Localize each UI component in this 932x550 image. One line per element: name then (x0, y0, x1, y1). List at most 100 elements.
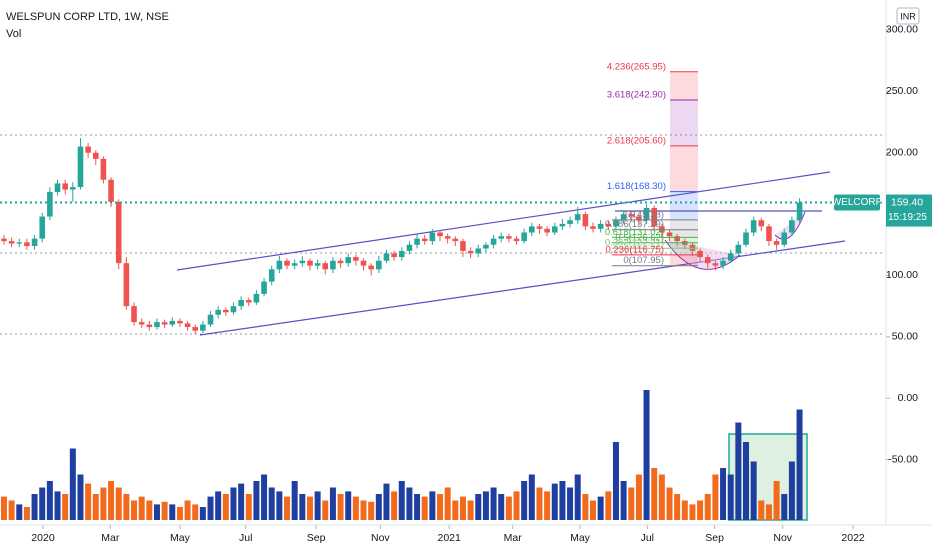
candle-body (590, 226, 596, 229)
volume-bar (360, 500, 367, 520)
candle-body (643, 207, 650, 221)
volume-bar (406, 487, 413, 520)
fib-zone (670, 229, 698, 238)
volume-bar (153, 504, 160, 520)
candle-body (536, 226, 543, 229)
volume-bar (398, 481, 405, 520)
y-tick-label: -50.00 (888, 453, 918, 465)
candle-body (498, 236, 505, 239)
volume-bar (69, 448, 76, 520)
candle-body (582, 214, 589, 227)
y-tick-label: 100.00 (886, 269, 918, 281)
volume-bar (551, 483, 558, 520)
candle-body (345, 257, 352, 264)
candle-body (77, 146, 84, 188)
candle-body (483, 244, 489, 249)
fib-label: 0.382(122.21) (605, 238, 664, 249)
volume-bar (352, 496, 359, 520)
volume-bar (176, 507, 183, 520)
volume-bar (299, 494, 306, 520)
fib-label: 2.618(205.60) (607, 135, 666, 146)
candle-body (1, 238, 7, 242)
currency-box[interactable] (896, 7, 920, 25)
volume-bar (452, 500, 459, 520)
candle-body (666, 232, 673, 237)
volume-bar (612, 442, 619, 520)
volume-bar (46, 481, 53, 520)
x-tick-label: Nov (773, 532, 792, 544)
volume-bar (375, 494, 382, 520)
y-tick-label: 0.00 (898, 392, 919, 404)
volume-bar (337, 494, 344, 520)
candle-body (70, 187, 76, 190)
fib-zone (670, 191, 698, 220)
volume-bar (781, 494, 788, 520)
candle-body (261, 281, 267, 294)
candle-body (184, 323, 191, 328)
volume-bar (521, 481, 528, 520)
candle-body (146, 324, 153, 328)
fib-label: 0.618(131.02) (605, 227, 664, 238)
volume-bar (146, 500, 153, 520)
volume-bar (169, 504, 176, 520)
candle-body (108, 179, 114, 202)
candle-body (613, 220, 619, 227)
x-tick-label: Mar (101, 532, 120, 544)
volume-bar (276, 491, 283, 520)
volume-bar (284, 496, 291, 520)
candle-body (475, 248, 482, 254)
volume-bar (222, 494, 229, 520)
volume-bar (100, 487, 107, 520)
candle-body (291, 263, 298, 266)
candle-body (138, 322, 145, 325)
fib-zone (670, 219, 698, 230)
volume-bar (605, 491, 612, 520)
candle-body (383, 253, 390, 261)
candle-body (192, 327, 199, 331)
volume-bar (750, 461, 757, 520)
candle-body (360, 260, 367, 266)
candle-body (796, 202, 803, 221)
fib-label: 1.618(168.30) (607, 181, 666, 192)
candle-body (24, 242, 30, 247)
volume-bar (689, 504, 696, 520)
currency[interactable]: INR (900, 11, 916, 21)
fib-label: 0.786(137.29) (605, 219, 664, 230)
y-tick-label: 50.00 (892, 331, 918, 343)
volume-bar (773, 481, 780, 520)
volume-bar (31, 494, 38, 520)
candle-body (529, 226, 535, 233)
y-tick-label: 250.00 (886, 85, 918, 97)
candle-body (567, 220, 573, 224)
candle-body (268, 269, 275, 282)
candle-body (337, 260, 344, 264)
volume-bar (681, 500, 688, 520)
fib-label: 0(107.95) (623, 255, 664, 266)
volume-bar (62, 494, 69, 520)
candle-body (376, 260, 382, 270)
candle-body (452, 238, 459, 242)
volume-bar (54, 491, 61, 520)
candle-body (123, 263, 130, 307)
volume-bar (245, 494, 252, 520)
volume-bar (383, 483, 390, 520)
symbol-tag-box (834, 194, 880, 211)
fib-zone (670, 145, 698, 192)
volume-bar (490, 487, 497, 520)
volume-bar (697, 500, 704, 520)
volume-bar (16, 504, 23, 520)
candle-body (284, 260, 290, 266)
volume-label: Vol (6, 28, 21, 40)
volume-bar (306, 496, 313, 520)
volume-bar (199, 507, 206, 520)
fib-zone (670, 242, 698, 249)
volume-bar (291, 481, 298, 520)
candle-body (169, 320, 176, 325)
volume-bar (161, 501, 168, 520)
chart-title: WELSPUN CORP LTD, 1W, NSE (6, 11, 169, 23)
candle-body (85, 146, 91, 153)
volume-bar (108, 481, 115, 520)
candle-body (200, 324, 206, 331)
volume-bar (215, 491, 222, 520)
volume-bar (314, 491, 321, 520)
